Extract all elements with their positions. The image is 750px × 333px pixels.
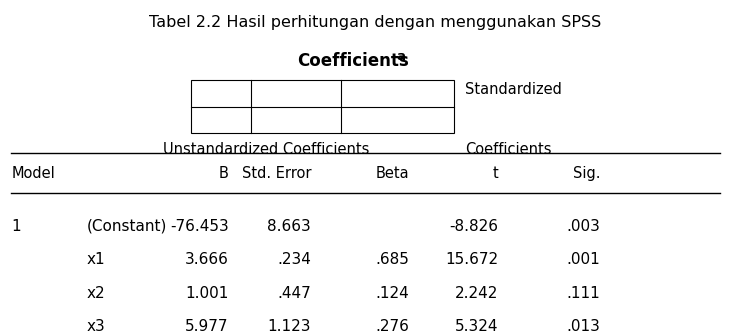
Text: .013: .013: [566, 319, 600, 333]
Text: Standardized: Standardized: [465, 82, 562, 98]
Text: .124: .124: [375, 285, 409, 301]
Text: x1: x1: [86, 252, 105, 267]
Text: -8.826: -8.826: [450, 219, 499, 234]
Text: 8.663: 8.663: [268, 219, 311, 234]
Text: 2.242: 2.242: [455, 285, 499, 301]
Text: Std. Error: Std. Error: [242, 166, 311, 181]
Text: .234: .234: [278, 252, 311, 267]
Text: .001: .001: [566, 252, 600, 267]
Text: 5.324: 5.324: [455, 319, 499, 333]
Text: Sig.: Sig.: [572, 166, 600, 181]
Text: 15.672: 15.672: [446, 252, 499, 267]
Text: .003: .003: [566, 219, 600, 234]
Text: .111: .111: [566, 285, 600, 301]
Text: x2: x2: [86, 285, 105, 301]
Text: .276: .276: [375, 319, 409, 333]
Text: 1: 1: [11, 219, 21, 234]
Text: Unstandardized Coefficients: Unstandardized Coefficients: [163, 142, 370, 157]
Text: 1.001: 1.001: [185, 285, 229, 301]
Text: 3.666: 3.666: [184, 252, 229, 267]
Text: Coefficients: Coefficients: [465, 142, 551, 157]
Text: Tabel 2.2 Hasil perhitungan dengan menggunakan SPSS: Tabel 2.2 Hasil perhitungan dengan mengg…: [148, 15, 602, 30]
Text: .447: .447: [278, 285, 311, 301]
Text: a: a: [396, 50, 405, 63]
Text: 1.123: 1.123: [268, 319, 311, 333]
Text: (Constant): (Constant): [86, 219, 166, 234]
Text: Coefficients: Coefficients: [296, 52, 408, 70]
Text: .685: .685: [375, 252, 409, 267]
Text: 5.977: 5.977: [185, 319, 229, 333]
Text: B: B: [219, 166, 229, 181]
Text: t: t: [493, 166, 499, 181]
Text: Model: Model: [11, 166, 55, 181]
Text: -76.453: -76.453: [170, 219, 229, 234]
Text: x3: x3: [86, 319, 105, 333]
Text: Beta: Beta: [375, 166, 409, 181]
